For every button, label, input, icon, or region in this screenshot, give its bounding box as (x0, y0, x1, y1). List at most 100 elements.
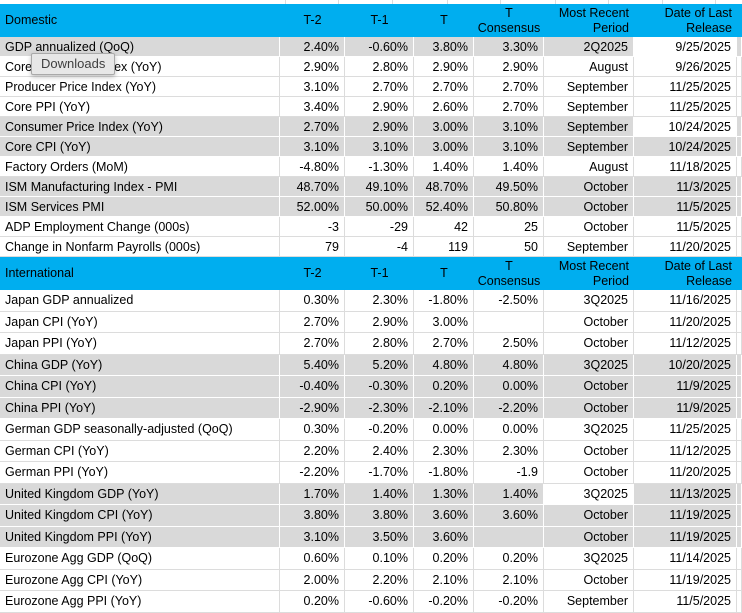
cell-consensus[interactable]: -2.20% (474, 397, 544, 418)
cell-t2[interactable]: 3.80% (280, 505, 345, 526)
cell-t[interactable]: -0.20% (414, 591, 474, 612)
cell-t1[interactable]: -1.30% (345, 157, 414, 176)
cell-period[interactable]: October (544, 177, 634, 196)
row-label[interactable]: German CPI (YoY) (0, 440, 280, 461)
cell-t1[interactable]: 49.10% (345, 177, 414, 196)
cell-date[interactable]: 11/20/2025 (634, 311, 737, 332)
row-label[interactable]: Producer Price Index (YoY) (0, 77, 280, 96)
row-label[interactable]: United Kingdom GDP (YoY) (0, 483, 280, 504)
cell-t1[interactable]: -4 (345, 237, 414, 256)
cell-t1[interactable]: 2.80% (345, 57, 414, 76)
cell-t2[interactable]: 3.10% (280, 77, 345, 96)
cell-t1[interactable]: 2.20% (345, 569, 414, 590)
cell-date[interactable]: 11/18/2025 (634, 157, 737, 176)
cell-t1[interactable]: -0.60% (345, 37, 414, 56)
cell-t1[interactable]: -0.60% (345, 591, 414, 612)
cell-period[interactable]: August (544, 57, 634, 76)
cell-period[interactable]: September (544, 137, 634, 156)
cell-period[interactable]: October (544, 462, 634, 483)
cell-t[interactable]: 3.00% (414, 117, 474, 136)
row-label[interactable]: German PPI (YoY) (0, 462, 280, 483)
row-label[interactable]: China CPI (YoY) (0, 376, 280, 397)
cell-t1[interactable]: 0.10% (345, 548, 414, 569)
cell-date[interactable]: 11/12/2025 (634, 333, 737, 354)
cell-consensus[interactable]: 50.80% (474, 197, 544, 216)
row-label[interactable]: Change in Nonfarm Payrolls (000s) (0, 237, 280, 256)
cell-period[interactable]: 3Q2025 (544, 419, 634, 440)
cell-period[interactable]: September (544, 591, 634, 612)
cell-consensus[interactable]: -1.9 (474, 462, 544, 483)
cell-date[interactable]: 11/20/2025 (634, 462, 737, 483)
cell-date[interactable]: 10/20/2025 (634, 354, 737, 375)
cell-date[interactable]: 10/24/2025 (634, 137, 737, 156)
cell-t1[interactable]: -1.70% (345, 462, 414, 483)
cell-t[interactable]: 2.30% (414, 440, 474, 461)
column-header-t1[interactable]: T-1 (370, 13, 389, 27)
row-label[interactable]: German GDP seasonally-adjusted (QoQ) (0, 419, 280, 440)
cell-t2[interactable]: 0.20% (280, 591, 345, 612)
cell-t1[interactable]: 3.80% (345, 505, 414, 526)
cell-period[interactable]: October (544, 526, 634, 547)
cell-t1[interactable]: -2.30% (345, 397, 414, 418)
cell-period[interactable]: 3Q2025 (544, 290, 634, 311)
column-header-t[interactable]: T (440, 13, 448, 27)
cell-t2[interactable]: 0.60% (280, 548, 345, 569)
cell-consensus[interactable]: -0.20% (474, 591, 544, 612)
column-header-t[interactable]: T (440, 266, 448, 280)
cell-consensus[interactable]: 2.10% (474, 569, 544, 590)
row-label[interactable]: United Kingdom PPI (YoY) (0, 526, 280, 547)
cell-t[interactable]: 0.20% (414, 548, 474, 569)
cell-t2[interactable]: 2.00% (280, 569, 345, 590)
cell-date[interactable]: 11/25/2025 (634, 97, 737, 116)
column-header-period[interactable]: Most Recent Period (558, 5, 629, 35)
cell-consensus[interactable]: 1.40% (474, 157, 544, 176)
cell-t2[interactable]: 48.70% (280, 177, 345, 196)
cell-date[interactable]: 11/9/2025 (634, 376, 737, 397)
cell-t[interactable]: 1.30% (414, 483, 474, 504)
cell-consensus[interactable]: 25 (474, 217, 544, 236)
cell-consensus[interactable]: 3.30% (474, 37, 544, 56)
cell-t[interactable]: 0.20% (414, 376, 474, 397)
cell-t2[interactable]: -0.40% (280, 376, 345, 397)
row-label[interactable]: Japan GDP annualized (0, 290, 280, 311)
cell-period[interactable]: 3Q2025 (544, 483, 634, 504)
cell-t[interactable]: 2.70% (414, 333, 474, 354)
column-header-period[interactable]: Most Recent Period (558, 258, 629, 288)
cell-t2[interactable]: 79 (280, 237, 345, 256)
row-label[interactable]: Factory Orders (MoM) (0, 157, 280, 176)
cell-consensus[interactable]: 49.50% (474, 177, 544, 196)
cell-date[interactable]: 11/14/2025 (634, 548, 737, 569)
cell-period[interactable]: September (544, 97, 634, 116)
cell-consensus[interactable] (474, 311, 544, 332)
cell-t[interactable]: -1.80% (414, 290, 474, 311)
row-label[interactable]: ADP Employment Change (000s) (0, 217, 280, 236)
cell-period[interactable]: September (544, 117, 634, 136)
cell-t1[interactable]: 2.80% (345, 333, 414, 354)
cell-period[interactable]: October (544, 333, 634, 354)
cell-t2[interactable]: 3.10% (280, 137, 345, 156)
cell-period[interactable]: 3Q2025 (544, 354, 634, 375)
cell-t2[interactable]: -3 (280, 217, 345, 236)
cell-t2[interactable]: 52.00% (280, 197, 345, 216)
row-label[interactable]: Consumer Price Index (YoY) (0, 117, 280, 136)
cell-consensus[interactable]: -2.50% (474, 290, 544, 311)
cell-date[interactable]: 11/9/2025 (634, 397, 737, 418)
cell-t[interactable]: 3.60% (414, 526, 474, 547)
cell-t2[interactable]: 2.70% (280, 333, 345, 354)
cell-period[interactable]: August (544, 157, 634, 176)
cell-t[interactable]: 1.40% (414, 157, 474, 176)
cell-t[interactable]: 48.70% (414, 177, 474, 196)
cell-t1[interactable]: 2.90% (345, 97, 414, 116)
column-header-t2[interactable]: T-2 (303, 13, 322, 27)
cell-consensus[interactable]: 2.90% (474, 57, 544, 76)
cell-t2[interactable]: 5.40% (280, 354, 345, 375)
cell-t2[interactable]: 2.20% (280, 440, 345, 461)
cell-date[interactable]: 9/25/2025 (634, 37, 737, 56)
cell-date[interactable]: 11/5/2025 (634, 591, 737, 612)
row-label[interactable]: ISM Manufacturing Index - PMI (0, 177, 280, 196)
cell-t1[interactable]: 2.90% (345, 311, 414, 332)
cell-date[interactable]: 11/13/2025 (634, 483, 737, 504)
cell-consensus[interactable]: 1.40% (474, 483, 544, 504)
cell-period[interactable]: October (544, 197, 634, 216)
cell-date[interactable]: 10/24/2025 (634, 117, 737, 136)
